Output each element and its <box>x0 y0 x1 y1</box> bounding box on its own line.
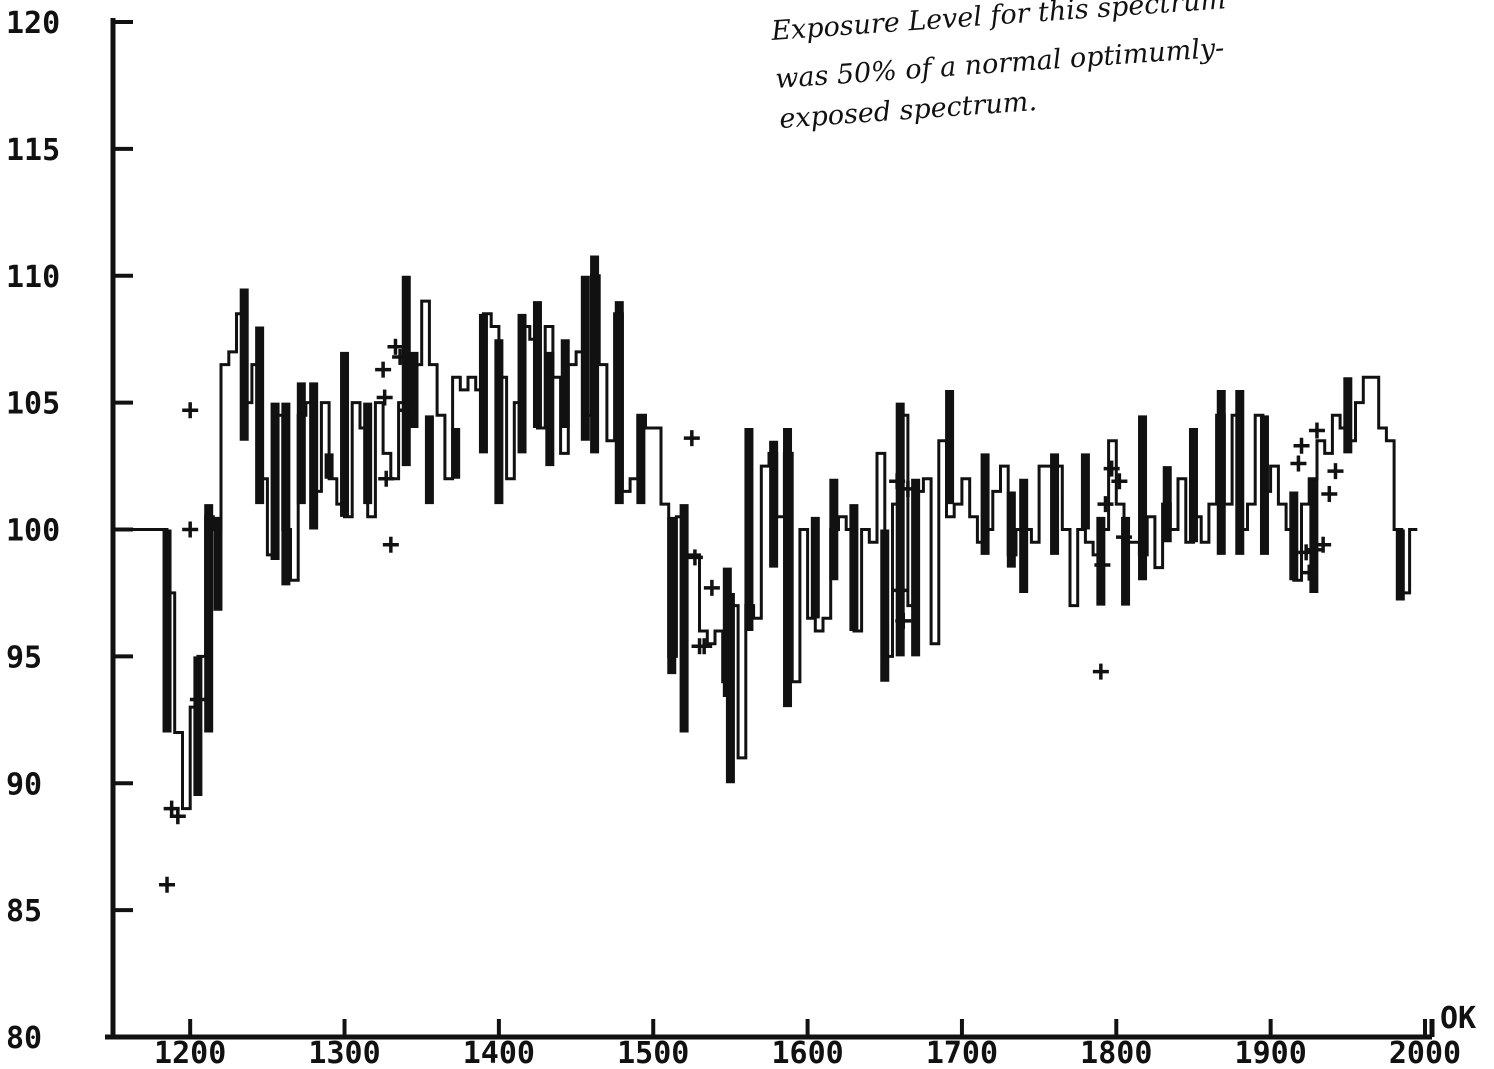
axes <box>105 18 1435 1040</box>
x-tick-label: 1200 <box>154 1036 226 1069</box>
x-tick-label: 1700 <box>926 1036 998 1069</box>
x-unit-label: OK <box>1440 1001 1476 1036</box>
x-tick-label: 1800 <box>1080 1036 1152 1069</box>
y-tick-label: 80 <box>6 1021 42 1056</box>
plus-marker <box>1290 455 1307 472</box>
y-tick-label: 105 <box>6 387 60 422</box>
plus-marker <box>1298 544 1315 561</box>
plus-marker <box>1327 463 1344 480</box>
plus-marker <box>899 480 916 497</box>
spectrum-trace <box>113 274 1418 811</box>
y-tick-label: 90 <box>6 767 42 802</box>
shaded-bar-group <box>162 255 1405 796</box>
plus-marker <box>182 521 199 538</box>
plus-marker <box>182 402 199 419</box>
plus-marker <box>382 536 399 553</box>
plus-marker <box>1103 460 1120 477</box>
x-tick-label: 1900 <box>1235 1036 1307 1069</box>
y-tick-label: 110 <box>6 260 60 295</box>
plus-marker <box>1111 473 1128 490</box>
annotation-line-3: exposed spectrum. <box>778 86 1038 135</box>
spectrum-trace-group <box>113 274 1418 811</box>
plus-marker <box>1301 564 1318 581</box>
y-tick-label: 100 <box>6 514 60 549</box>
x-axis-ticks: 1200 1300 1400 1500 1600 1700 1800 1900 2000 <box>154 1019 1461 1069</box>
plus-marker <box>1116 529 1133 546</box>
x-tick-label: 1400 <box>463 1036 535 1069</box>
x-tick-label: 2000 <box>1389 1036 1461 1069</box>
plus-marker <box>1321 485 1338 502</box>
annotation-note: Exposure Level for this spectrum was 50%… <box>769 0 1227 135</box>
y-tick-label: 115 <box>6 133 60 168</box>
y-tick-label: 85 <box>6 894 42 929</box>
plus-marker <box>376 389 393 406</box>
x-tick-label: 1500 <box>617 1036 689 1069</box>
plus-marker <box>189 691 206 708</box>
plus-marker <box>703 579 720 596</box>
plus-marker <box>387 338 404 355</box>
plus-marker <box>1293 437 1310 454</box>
y-tick-label: 120 <box>6 6 60 41</box>
plus-marker <box>1315 536 1332 553</box>
plus-marker <box>1308 422 1325 439</box>
plus-marker <box>1097 496 1114 513</box>
plus-marker <box>895 612 912 629</box>
plus-marker-group <box>159 338 1344 893</box>
plus-marker <box>398 402 415 419</box>
plus-marker <box>392 348 409 365</box>
plus-marker <box>1092 663 1109 680</box>
plus-marker <box>378 470 395 487</box>
plus-marker <box>686 549 703 566</box>
plus-marker <box>683 430 700 447</box>
plus-marker <box>892 582 909 599</box>
y-tick-label: 95 <box>6 640 42 675</box>
y-axis-ticks: 80 85 90 95 100 105 110 115 120 <box>6 6 133 1056</box>
x-tick-label: 1600 <box>771 1036 843 1069</box>
plus-marker <box>889 473 906 490</box>
plus-marker <box>159 876 176 893</box>
x-tick-label: 1300 <box>308 1036 380 1069</box>
plus-marker <box>1094 557 1111 574</box>
plus-marker <box>169 808 186 825</box>
plus-marker <box>375 361 392 378</box>
plus-marker <box>696 638 713 655</box>
plus-marker <box>1305 541 1322 558</box>
